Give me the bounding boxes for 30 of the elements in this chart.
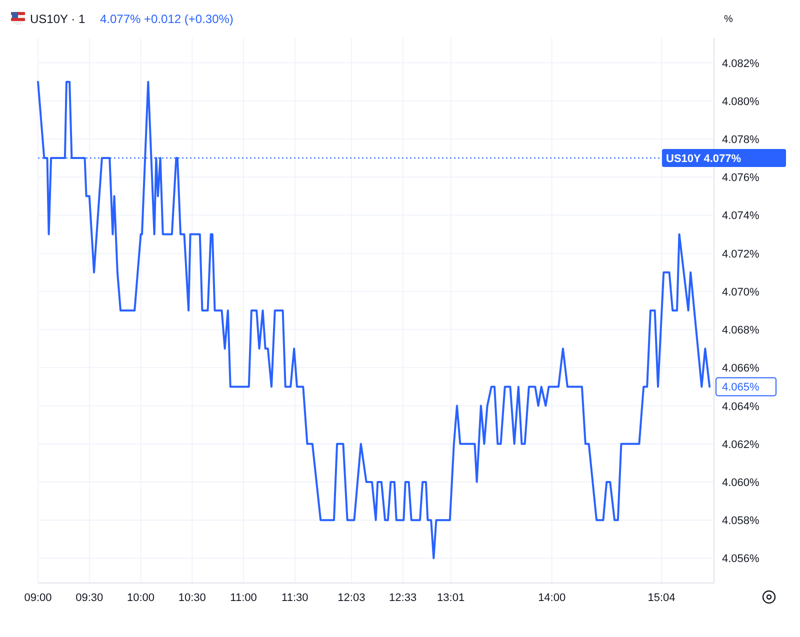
x-tick-label: 11:00 [230,592,257,604]
y-tick-label: 4.060% [722,477,760,490]
x-tick-label: 11:30 [282,592,308,604]
y-tick-label: 4.082% [722,58,760,70]
y-tick-label: 4.062% [722,438,760,451]
y-tick-label: 4.058% [722,515,760,528]
x-tick-label: 13:01 [437,592,465,604]
y-tick-label: 4.056% [722,553,760,566]
x-tick-label: 10:00 [127,592,155,604]
data-label: 4.065% [722,382,760,394]
y-axis-title: % [724,14,733,25]
y-tick-label: 4.072% [722,248,760,260]
y-tick-label: 4.068% [722,324,760,337]
y-tick-label: 4.064% [722,400,760,413]
x-tick-label: 14:00 [538,592,566,604]
x-tick-label: 15:04 [648,592,676,604]
x-tick-label: 12:33 [389,592,417,604]
y-tick-label: 4.076% [722,172,760,184]
x-tick-label: 09:30 [76,592,104,604]
x-tick-label: 09:00 [24,592,52,604]
y-tick-label: 4.066% [722,362,760,375]
y-tick-label: 4.078% [722,134,760,146]
x-tick-label: 12:03 [338,592,366,604]
y-tick-label: 4.074% [722,210,760,222]
y-tick-label: 4.080% [722,96,760,108]
x-tick-label: 10:30 [178,592,206,604]
chart-subtitle: 4.077% +0.012 (+0.30%) [100,12,234,26]
chart-title: US10Y · 1 [30,12,86,26]
ref-line-label: US10Y 4.077% [666,153,742,166]
y-tick-label: 4.070% [722,286,760,298]
